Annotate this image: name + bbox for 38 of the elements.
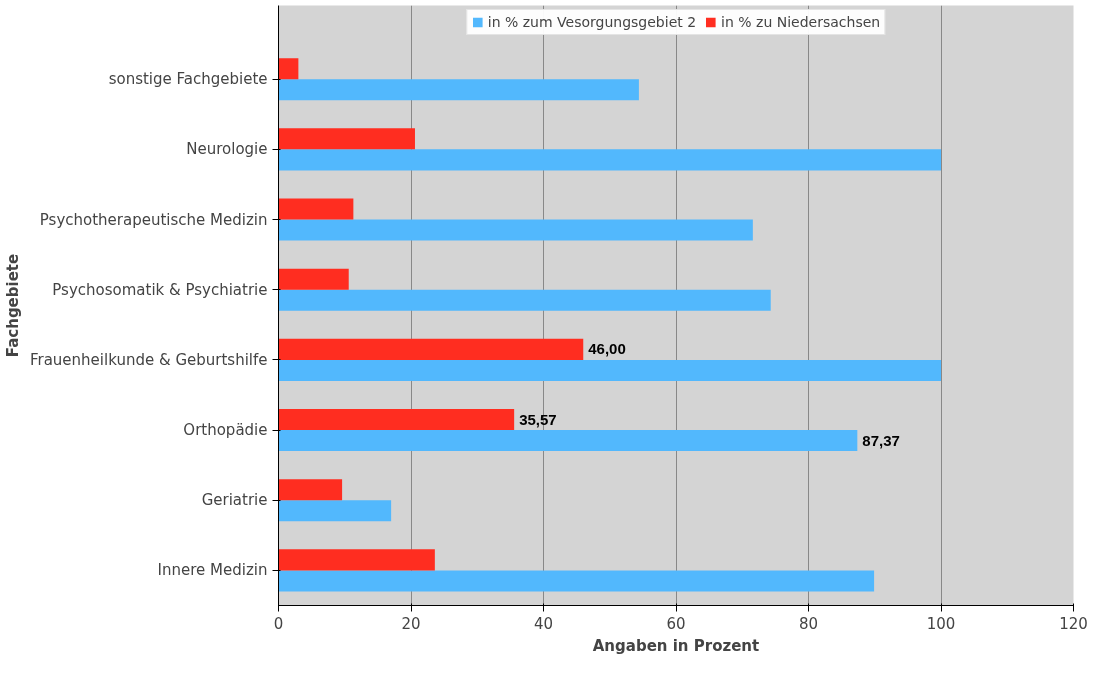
y-axis-title: Fachgebiete [3,253,22,358]
bar [278,570,875,592]
y-tick-label: Orthopädie [183,421,268,440]
bar [278,479,343,501]
x-tick-label: 20 [401,614,421,633]
bar [278,219,753,241]
x-tick-label: 80 [798,614,819,633]
bar [278,128,415,150]
y-tick-label: sonstige Fachgebiete [108,70,268,89]
bar [278,149,941,171]
y-tick-label: Frauenheilkunde & Geburtshilfe [29,350,268,369]
x-tick-label: 40 [533,614,554,633]
bar [278,430,858,452]
bar [278,268,349,290]
bar [278,79,639,101]
x-tick-label: 60 [666,614,686,633]
x-tick-label: 120 [1059,614,1088,633]
y-tick-label: Innere Medizin [157,561,268,580]
bar [278,338,584,360]
legend-label: in % zum Vesorgungsgebiet 2 [487,14,697,30]
bar [278,549,435,571]
x-tick-label: 0 [273,614,284,633]
bar [278,500,392,522]
bar [278,198,354,220]
bar [278,289,771,311]
y-tick-label: Psychotherapeutische Medizin [39,210,268,229]
data-label: 35,57 [519,410,557,428]
y-tick-label: Neurologie [186,140,268,159]
bar [278,359,941,381]
bar [278,58,299,80]
legend-label: in % zu Niedersachsen [721,14,881,30]
data-label: 87,37 [862,431,900,449]
x-tick-label: 100 [926,614,956,633]
x-axis-title: Angaben in Prozent [592,636,760,655]
y-tick-label: Geriatrie [201,491,268,510]
y-tick-label: Psychosomatik & Psychiatrie [52,280,268,299]
data-label: 46,00 [588,340,626,358]
bar [278,409,515,431]
